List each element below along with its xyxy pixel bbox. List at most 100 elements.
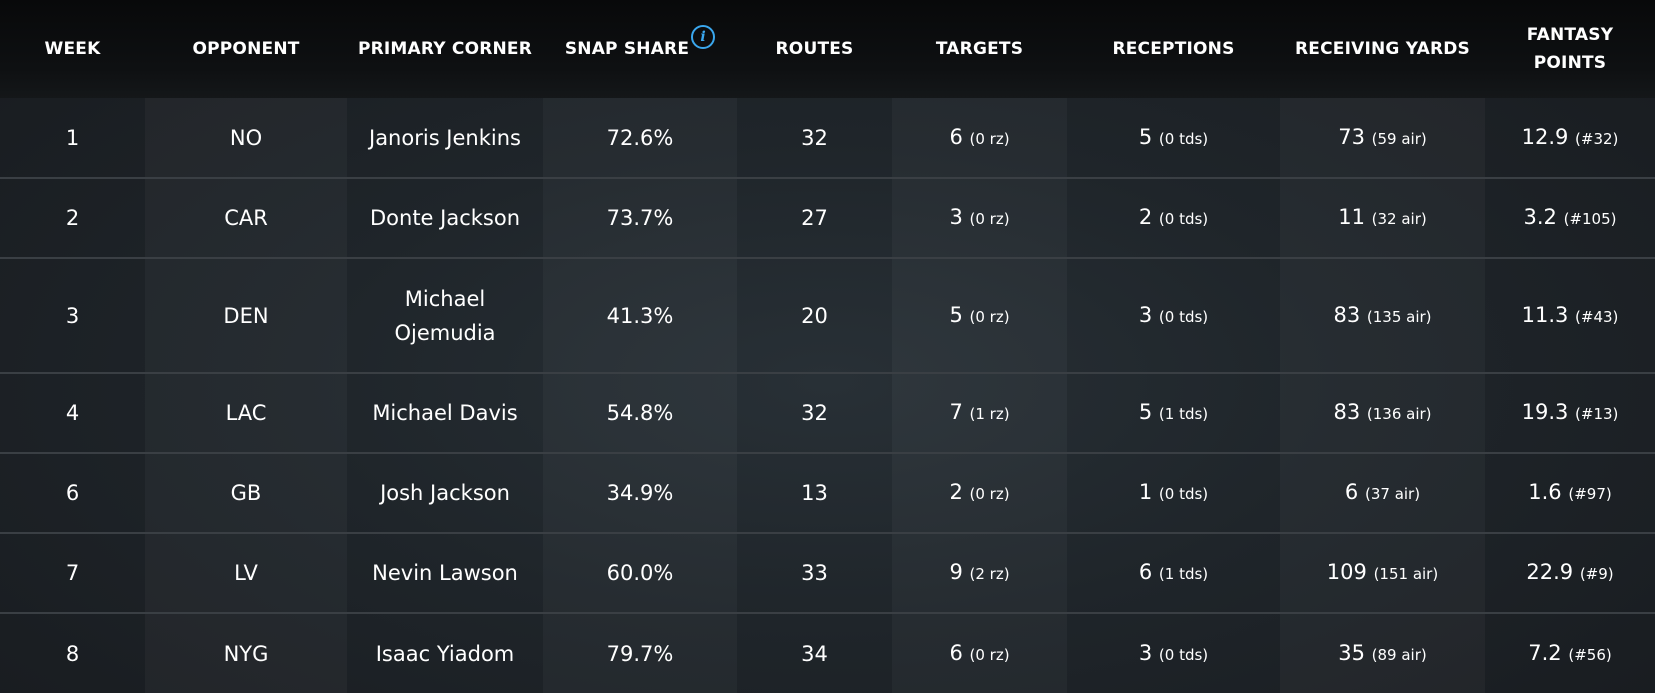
receptions-cell-detail: (0 tds): [1158, 210, 1209, 228]
opponent-cell: LAC: [145, 373, 347, 453]
targets-cell: 7 (1 rz): [892, 373, 1067, 453]
header-fantasy-points-line2: POINTS: [1533, 53, 1607, 73]
fantasy-points-cell-detail: (#97): [1568, 485, 1612, 503]
receptions-cell-detail: (1 tds): [1158, 405, 1209, 423]
receiving-yards-cell-value: 83: [1333, 400, 1361, 424]
targets-cell: 9 (2 rz): [892, 533, 1067, 613]
fantasy-points-cell-value: 12.9: [1521, 124, 1569, 149]
fantasy-points-cell: 1.6 (#97): [1485, 453, 1655, 533]
header-receiving-yards[interactable]: RECEIVING YARDS: [1295, 39, 1470, 59]
info-icon[interactable]: i: [691, 25, 716, 49]
receptions-cell-value: 1: [1138, 480, 1153, 504]
table-row: 2 CAR Donte Jackson 73.7% 27 3 (0 rz) 2 (0 tds…: [0, 178, 1655, 258]
fantasy-points-cell-value: 7.2: [1528, 640, 1562, 665]
receptions-cell: 5 (1 tds): [1067, 373, 1280, 453]
week-cell: 8: [65, 641, 80, 666]
routes-cell: 34: [801, 641, 828, 666]
snap-share-cell: 79.7%: [543, 613, 737, 693]
targets-cell-detail: (0 rz): [969, 129, 1010, 148]
targets-cell-value: 5: [949, 302, 963, 327]
fantasy-points-cell: 12.9 (#32): [1485, 98, 1655, 178]
receptions-cell-value: 5: [1138, 124, 1153, 149]
receiving-yards-cell: 73 (59 air): [1280, 98, 1485, 178]
snap-share-cell: 73.7%: [543, 178, 737, 258]
snap-share-cell: 72.6%: [543, 98, 737, 178]
routes-cell: 13: [801, 481, 828, 505]
header-opponent[interactable]: OPPONENT: [192, 39, 300, 59]
fantasy-points-cell-value: 11.3: [1521, 302, 1569, 327]
routes-cell: 20: [801, 303, 828, 328]
fantasy-points-cell: 22.9 (#9): [1485, 533, 1655, 613]
targets-cell-value: 6: [949, 124, 963, 149]
week-cell: 3: [65, 303, 80, 328]
routes-cell: 33: [801, 561, 828, 585]
targets-cell-value: 6: [949, 640, 963, 665]
week-cell: 7: [65, 561, 80, 585]
fantasy-points-cell-value: 19.3: [1521, 400, 1569, 424]
opponent-cell: GB: [145, 453, 347, 533]
receiving-yards-cell: 35 (89 air): [1280, 613, 1485, 693]
fantasy-points-cell-detail: (#105): [1563, 210, 1617, 228]
header-targets[interactable]: TARGETS: [935, 39, 1024, 59]
header-primary-corner[interactable]: PRIMARY CORNER: [357, 39, 533, 59]
receiving-yards-cell-value: 109: [1326, 560, 1367, 584]
targets-cell: 6 (0 rz): [892, 98, 1067, 178]
receptions-cell: 1 (0 tds): [1067, 453, 1280, 533]
fantasy-points-cell: 19.3 (#13): [1485, 373, 1655, 453]
table-row: 6 GB Josh Jackson 34.9% 13 2 (0 rz) 1 (0 tds) 6…: [0, 453, 1655, 533]
fantasy-points-cell-value: 3.2: [1523, 205, 1557, 229]
fantasy-points-cell-detail: (#43): [1575, 307, 1619, 326]
receiving-yards-cell-detail: (32 air): [1371, 210, 1427, 228]
receiving-yards-cell-detail: (37 air): [1364, 485, 1421, 503]
receptions-cell: 3 (0 tds): [1067, 613, 1280, 693]
header-receptions[interactable]: RECEPTIONS: [1112, 39, 1235, 59]
header-week[interactable]: WEEK: [44, 39, 101, 59]
fantasy-points-cell-value: 1.6: [1528, 480, 1562, 504]
header-fantasy-points[interactable]: FANTASY POINTS: [1485, 0, 1655, 98]
routes-cell: 27: [801, 206, 828, 230]
receiving-yards-cell: 83 (135 air): [1280, 258, 1485, 373]
targets-cell-detail: (0 rz): [969, 210, 1010, 228]
header-snap-share[interactable]: SNAP SHAREi: [543, 0, 737, 98]
receptions-cell-detail: (0 tds): [1158, 645, 1209, 664]
fantasy-points-cell: 3.2 (#105): [1485, 178, 1655, 258]
primary-corner-cell: Michael Davis: [372, 401, 518, 425]
header-fantasy-points-line1: FANTASY: [1526, 25, 1614, 45]
snap-share-cell: 60.0%: [543, 533, 737, 613]
opponent-cell: NYG: [145, 613, 347, 693]
targets-cell-detail: (0 rz): [969, 485, 1010, 503]
targets-cell-detail: (0 rz): [969, 307, 1010, 326]
receiving-yards-cell-detail: (151 air): [1373, 565, 1439, 583]
receptions-cell: 6 (1 tds): [1067, 533, 1280, 613]
receiving-yards-cell-detail: (135 air): [1366, 307, 1432, 326]
fantasy-points-cell-detail: (#56): [1568, 645, 1612, 664]
receptions-cell: 2 (0 tds): [1067, 178, 1280, 258]
snap-share-cell: 41.3%: [543, 258, 737, 373]
targets-cell-value: 2: [949, 480, 963, 504]
receiving-yards-cell-value: 6: [1344, 480, 1359, 504]
fantasy-points-cell: 11.3 (#43): [1485, 258, 1655, 373]
targets-cell-detail: (1 rz): [969, 405, 1010, 423]
receptions-cell-detail: (0 tds): [1158, 307, 1209, 326]
week-cell: 1: [65, 125, 80, 150]
targets-cell-detail: (0 rz): [969, 645, 1010, 664]
receptions-cell-value: 6: [1138, 560, 1153, 584]
receiving-yards-cell: 109 (151 air): [1280, 533, 1485, 613]
receiving-yards-cell-value: 73: [1338, 124, 1365, 149]
table-row: 7 LV Nevin Lawson 60.0% 33 9 (2 rz) 6 (1 tds) 1…: [0, 533, 1655, 613]
header-routes[interactable]: ROUTES: [775, 39, 854, 59]
receiving-yards-cell-detail: (89 air): [1371, 645, 1427, 664]
targets-cell-value: 9: [949, 560, 963, 584]
fantasy-points-cell: 7.2 (#56): [1485, 613, 1655, 693]
receptions-cell-value: 3: [1138, 302, 1153, 327]
table-row: 4 LAC Michael Davis 54.8% 32 7 (1 rz) 5 (1 tds…: [0, 373, 1655, 453]
receiving-yards-cell-value: 83: [1333, 302, 1361, 327]
opponent-cell: CAR: [145, 178, 347, 258]
header-snap-share-label: SNAP SHARE: [564, 39, 690, 59]
receptions-cell-detail: (0 tds): [1158, 485, 1209, 503]
targets-cell-detail: (2 rz): [969, 565, 1010, 583]
primary-corner-cell: Janoris Jenkins: [369, 125, 521, 150]
week-cell: 2: [65, 206, 80, 230]
targets-cell: 6 (0 rz): [892, 613, 1067, 693]
